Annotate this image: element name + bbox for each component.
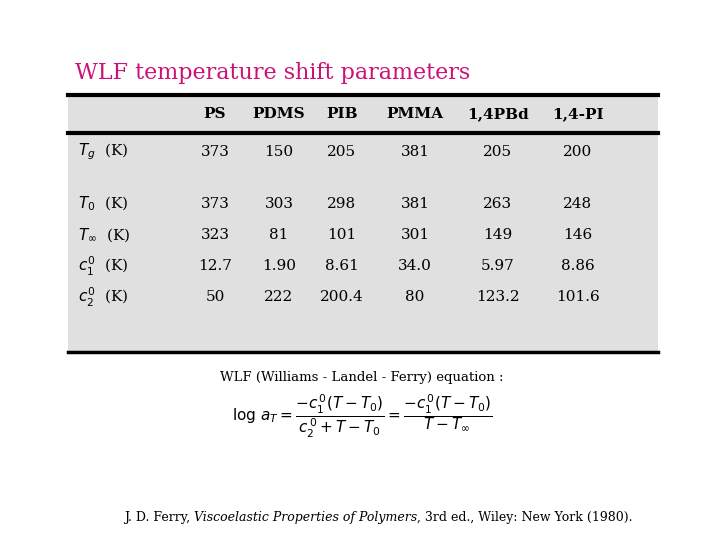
Text: 1.90: 1.90 (262, 259, 296, 273)
Text: 301: 301 (400, 228, 430, 242)
Text: $c_1^0$  (K): $c_1^0$ (K) (78, 254, 128, 278)
Text: 5.97: 5.97 (481, 259, 515, 273)
Text: 1,4PBd: 1,4PBd (467, 107, 529, 121)
Text: 373: 373 (201, 145, 230, 159)
Text: J. D. Ferry,: J. D. Ferry, (125, 511, 194, 524)
Text: 381: 381 (400, 197, 430, 211)
Text: 200.4: 200.4 (320, 290, 364, 304)
Text: 12.7: 12.7 (198, 259, 232, 273)
Text: 222: 222 (264, 290, 294, 304)
Text: $T_0$  (K): $T_0$ (K) (78, 195, 128, 213)
Text: $T_g$  (K): $T_g$ (K) (78, 141, 128, 163)
Text: PS: PS (204, 107, 226, 121)
Text: Viscoelastic Properties of Polymers: Viscoelastic Properties of Polymers (194, 511, 418, 524)
Text: 50: 50 (205, 290, 225, 304)
Text: PIB: PIB (326, 107, 358, 121)
Text: 323: 323 (200, 228, 230, 242)
Text: 80: 80 (405, 290, 425, 304)
Text: $\log\,a_T = \dfrac{-c_1^{\,0}(T-T_0)}{c_2^{\,0} + T - T_0} = \dfrac{-c_1^{\,0}(: $\log\,a_T = \dfrac{-c_1^{\,0}(T-T_0)}{c… (232, 393, 492, 440)
Text: 150: 150 (264, 145, 294, 159)
Text: , 3rd ed., Wiley: New York (1980).: , 3rd ed., Wiley: New York (1980). (418, 511, 633, 524)
Text: 149: 149 (483, 228, 513, 242)
Text: 123.2: 123.2 (476, 290, 520, 304)
Text: 205: 205 (328, 145, 356, 159)
Text: $c_2^0$  (K): $c_2^0$ (K) (78, 286, 128, 308)
Text: PDMS: PDMS (253, 107, 305, 121)
Text: 8.86: 8.86 (561, 259, 595, 273)
Text: 1,4-PI: 1,4-PI (552, 107, 604, 121)
Text: $T_\infty$  (K): $T_\infty$ (K) (78, 226, 130, 244)
Text: 248: 248 (564, 197, 593, 211)
Text: 200: 200 (563, 145, 593, 159)
Text: PMMA: PMMA (387, 107, 444, 121)
Text: 81: 81 (269, 228, 289, 242)
Text: 298: 298 (328, 197, 356, 211)
Text: 263: 263 (483, 197, 513, 211)
Bar (68, 95, 658, 352)
Text: 34.0: 34.0 (398, 259, 432, 273)
Text: 101: 101 (328, 228, 356, 242)
Text: 101.6: 101.6 (556, 290, 600, 304)
Text: 303: 303 (264, 197, 294, 211)
Text: 373: 373 (201, 197, 230, 211)
Text: 146: 146 (563, 228, 593, 242)
Text: WLF temperature shift parameters: WLF temperature shift parameters (75, 62, 470, 84)
Text: 381: 381 (400, 145, 430, 159)
Text: 205: 205 (483, 145, 513, 159)
Text: WLF (Williams - Landel - Ferry) equation :: WLF (Williams - Landel - Ferry) equation… (220, 372, 504, 384)
Text: 8.61: 8.61 (325, 259, 359, 273)
